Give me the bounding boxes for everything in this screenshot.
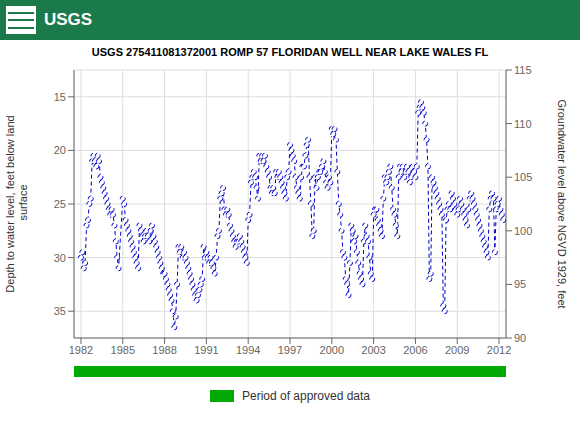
svg-text:Depth to water level, feet bel: Depth to water level, feet below land su… <box>4 115 29 292</box>
svg-text:1982: 1982 <box>69 344 93 356</box>
svg-text:35: 35 <box>54 305 66 317</box>
svg-text:95: 95 <box>514 278 526 290</box>
svg-text:105: 105 <box>514 171 532 183</box>
svg-text:1991: 1991 <box>194 344 218 356</box>
svg-text:2000: 2000 <box>320 344 344 356</box>
svg-text:1997: 1997 <box>278 344 302 356</box>
svg-text:100: 100 <box>514 225 532 237</box>
svg-text:2003: 2003 <box>361 344 385 356</box>
svg-text:115: 115 <box>514 64 532 76</box>
svg-text:25: 25 <box>54 198 66 210</box>
svg-text:1988: 1988 <box>152 344 176 356</box>
svg-text:20: 20 <box>54 144 66 156</box>
html-text:USGS: USGS <box>44 10 93 29</box>
svg-text:2009: 2009 <box>445 344 469 356</box>
svg-text:30: 30 <box>54 252 66 264</box>
svg-text:2006: 2006 <box>403 344 427 356</box>
html-text:USGS 275411081372001 ROMP 57 F: USGS 275411081372001 ROMP 57 FLORIDAN WE… <box>91 46 489 58</box>
svg-text:Groundwater level above NGVD 1: Groundwater level above NGVD 1929, feet <box>556 99 568 308</box>
svg-text:1985: 1985 <box>111 344 135 356</box>
svg-text:110: 110 <box>514 118 532 130</box>
svg-text:2012: 2012 <box>487 344 511 356</box>
svg-text:1994: 1994 <box>236 344 260 356</box>
svg-text:15: 15 <box>54 91 66 103</box>
html-text:Period of approved data: Period of approved data <box>242 389 370 403</box>
svg-text:90: 90 <box>514 332 526 344</box>
